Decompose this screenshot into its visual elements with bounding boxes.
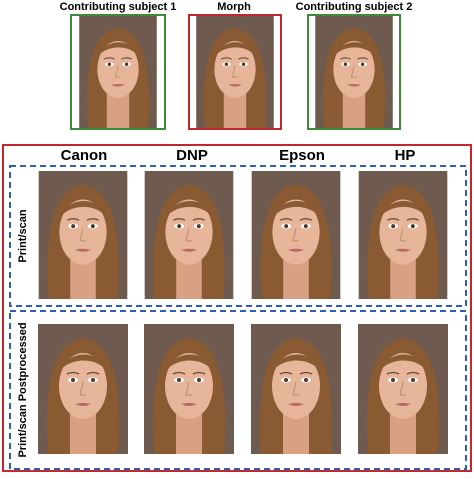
photo-subject-2	[314, 16, 394, 128]
green-frame	[307, 14, 401, 130]
photo-subject-1	[78, 16, 158, 128]
row-label: Print/scan	[17, 209, 29, 262]
printed-face-photo	[251, 171, 341, 299]
printed-face-photo	[358, 171, 448, 299]
column-header: HP	[395, 147, 416, 164]
printed-face-photo	[251, 323, 341, 455]
top-label: Contributing subject 2	[296, 1, 413, 13]
row-label: Print/scan Postprocessed	[17, 322, 29, 457]
column-header: DNP	[176, 147, 208, 164]
top-label: Morph	[217, 1, 251, 13]
printed-face-photo	[38, 171, 128, 299]
top-label: Contributing subject 1	[60, 1, 177, 13]
blue-dashed-box	[9, 165, 467, 307]
green-frame	[70, 14, 166, 130]
column-header: Canon	[61, 147, 108, 164]
printed-face-photo	[38, 323, 128, 455]
printed-face-photo	[144, 323, 234, 455]
photo-grid	[38, 171, 448, 455]
red-frame	[188, 14, 282, 130]
printed-face-photo	[358, 323, 448, 455]
blue-dashed-box	[9, 310, 467, 470]
column-header: Epson	[279, 147, 325, 164]
printed-face-photo	[144, 171, 234, 299]
red-panel	[2, 144, 472, 472]
photo-morph	[195, 16, 275, 128]
